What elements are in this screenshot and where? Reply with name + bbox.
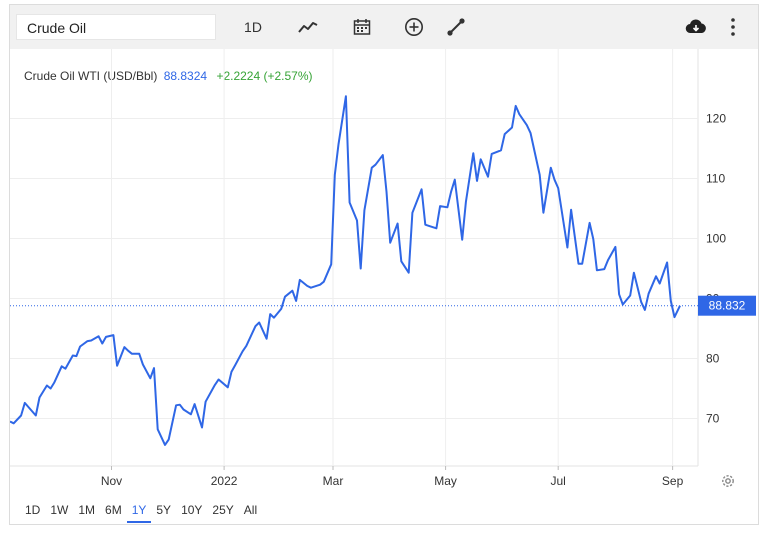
legend-change: +2.2224 (+2.57%): [216, 69, 313, 83]
toolbar: Crude Oil 1D: [10, 5, 758, 49]
x-tick-label: 2022: [211, 474, 238, 488]
x-tick-label: May: [434, 474, 457, 488]
y-tick-label: 70: [706, 412, 720, 426]
line-chart-icon[interactable]: [295, 15, 321, 39]
range-1w[interactable]: 1W: [50, 503, 69, 517]
calendar-icon[interactable]: [349, 15, 375, 39]
price-series-line[interactable]: [10, 95, 681, 446]
range-6m[interactable]: 6M: [105, 503, 122, 517]
x-tick-label: Nov: [101, 474, 122, 488]
range-1d[interactable]: 1D: [25, 503, 41, 517]
y-tick-label: 100: [706, 232, 726, 246]
draw-tool-icon[interactable]: [443, 15, 469, 39]
range-1y[interactable]: 1Y: [126, 499, 152, 523]
x-tick-label: Jul: [551, 474, 566, 488]
series-legend: Crude Oil WTI (USD/Bbl) 88.8324 +2.2224 …: [24, 69, 313, 83]
range-10y[interactable]: 10Y: [181, 503, 203, 517]
chart-widget: Crude Oil 1D Crude Oil WTI (USD/Bbl) 88.…: [9, 4, 759, 525]
add-compare-icon[interactable]: [401, 15, 427, 39]
price-chart[interactable]: 708090100110120Nov2022MarMayJulSep88.832: [10, 5, 758, 524]
range-5y[interactable]: 5Y: [156, 503, 172, 517]
last-price-badge-label: 88.832: [709, 299, 746, 313]
range-selector: 1D 1W 1M 6M 1Y 5Y 10Y 25Y All: [20, 499, 262, 523]
legend-series-name: Crude Oil WTI (USD/Bbl): [24, 69, 158, 83]
range-1m[interactable]: 1M: [78, 503, 96, 517]
y-tick-label: 110: [706, 172, 725, 186]
period-selector-button[interactable]: 1D: [244, 19, 262, 35]
range-all[interactable]: All: [243, 503, 258, 517]
legend-last-price: 88.8324: [163, 69, 208, 83]
x-tick-label: Sep: [662, 474, 684, 488]
last-price-badge: [698, 295, 756, 316]
symbol-search-input[interactable]: Crude Oil: [16, 14, 216, 40]
range-25y[interactable]: 25Y: [212, 503, 234, 517]
y-tick-label: 80: [706, 352, 720, 366]
settings-gear-icon[interactable]: [720, 473, 736, 494]
x-tick-label: Mar: [323, 474, 344, 488]
download-cloud-icon[interactable]: [683, 15, 709, 39]
more-vert-icon[interactable]: [724, 15, 742, 39]
y-tick-label: 120: [706, 112, 726, 126]
